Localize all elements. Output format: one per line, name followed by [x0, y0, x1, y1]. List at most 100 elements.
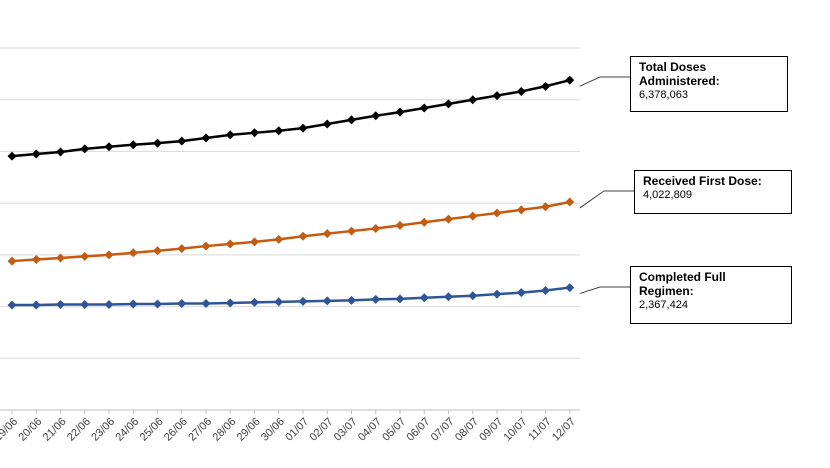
- marker: [298, 296, 308, 306]
- marker: [565, 283, 575, 293]
- marker: [419, 293, 429, 303]
- x-tick-label: 04/07: [356, 416, 384, 444]
- marker: [225, 130, 235, 140]
- callout-value: 4,022,809: [643, 189, 692, 201]
- marker: [80, 251, 90, 261]
- marker: [541, 286, 550, 296]
- marker: [444, 214, 453, 224]
- x-tick-label: 29/06: [235, 416, 263, 444]
- marker: [153, 138, 162, 148]
- x-tick-label: 24/06: [113, 416, 141, 444]
- marker: [250, 128, 259, 138]
- series-line: [11, 78, 571, 158]
- marker: [444, 99, 453, 109]
- callout-title: Completed Full Regimen:: [639, 270, 726, 298]
- marker: [274, 126, 284, 136]
- marker: [492, 91, 502, 101]
- callout: Completed Full Regimen: 2,367,424: [630, 266, 792, 324]
- marker: [516, 86, 526, 96]
- marker: [250, 297, 259, 307]
- marker: [177, 244, 187, 254]
- marker: [201, 298, 211, 308]
- marker: [444, 292, 453, 302]
- callout: Received First Dose: 4,022,809: [634, 170, 792, 214]
- x-tick-label: 30/06: [259, 416, 287, 444]
- marker: [201, 133, 211, 143]
- marker: [56, 253, 65, 263]
- marker: [347, 226, 356, 236]
- marker: [565, 197, 575, 207]
- marker: [153, 299, 162, 309]
- marker: [371, 294, 381, 304]
- marker: [541, 81, 550, 91]
- x-tick-label: 27/06: [186, 416, 214, 444]
- marker: [31, 149, 41, 159]
- marker: [80, 144, 90, 154]
- marker: [56, 147, 65, 157]
- marker: [31, 255, 41, 265]
- marker: [492, 208, 502, 218]
- marker: [298, 231, 308, 241]
- x-tick-label: 23/06: [89, 416, 117, 444]
- marker: [128, 299, 138, 309]
- x-tick-label: 09/07: [477, 416, 505, 444]
- marker: [7, 151, 17, 161]
- marker: [322, 119, 332, 129]
- marker: [274, 297, 284, 307]
- marker: [492, 289, 502, 299]
- marker: [104, 250, 114, 260]
- marker: [322, 229, 332, 239]
- marker: [104, 300, 114, 310]
- marker: [516, 288, 526, 298]
- marker: [565, 75, 575, 85]
- marker: [153, 246, 162, 256]
- leader-line: [579, 76, 630, 87]
- marker: [468, 95, 478, 105]
- callout-title: Received First Dose:: [643, 174, 762, 188]
- x-tick-label: 01/07: [283, 416, 311, 444]
- x-tick-label: 11/07: [526, 416, 553, 443]
- x-tick-label: 03/07: [332, 416, 360, 444]
- x-tick-label: 19/06: [0, 416, 20, 444]
- marker: [541, 202, 550, 212]
- marker: [395, 107, 405, 117]
- x-tick-label: 10/07: [501, 416, 529, 444]
- x-tick-label: 08/07: [453, 416, 481, 444]
- marker: [225, 239, 235, 249]
- marker: [56, 300, 65, 310]
- callout-title: Total Doses Administered:: [639, 60, 720, 88]
- marker: [250, 237, 259, 247]
- marker: [516, 205, 526, 215]
- x-tick-label: 26/06: [162, 416, 190, 444]
- marker: [371, 111, 381, 121]
- marker: [419, 217, 429, 227]
- leader-line: [579, 190, 634, 209]
- x-tick-label: 05/07: [380, 416, 408, 444]
- x-tick-label: 06/07: [404, 416, 432, 444]
- marker: [7, 300, 17, 310]
- marker: [201, 241, 211, 251]
- marker: [80, 300, 90, 310]
- marker: [128, 140, 138, 150]
- marker: [322, 296, 332, 306]
- marker: [104, 142, 114, 152]
- marker: [371, 223, 381, 233]
- x-tick-label: 12/07: [550, 416, 578, 444]
- marker: [274, 234, 284, 244]
- series-line: [12, 286, 570, 307]
- marker: [298, 123, 308, 133]
- marker: [347, 115, 356, 125]
- x-tick-label: 28/06: [210, 416, 238, 444]
- marker: [31, 300, 41, 310]
- x-tick-label: 07/07: [429, 416, 457, 444]
- marker: [419, 103, 429, 113]
- x-tick-label: 22/06: [65, 416, 93, 444]
- marker: [395, 220, 405, 230]
- x-tick-label: 02/07: [307, 416, 335, 444]
- marker: [395, 294, 405, 304]
- marker: [7, 256, 17, 266]
- marker: [128, 248, 138, 258]
- leader-line: [579, 286, 630, 295]
- x-tick-label: 25/06: [138, 416, 166, 444]
